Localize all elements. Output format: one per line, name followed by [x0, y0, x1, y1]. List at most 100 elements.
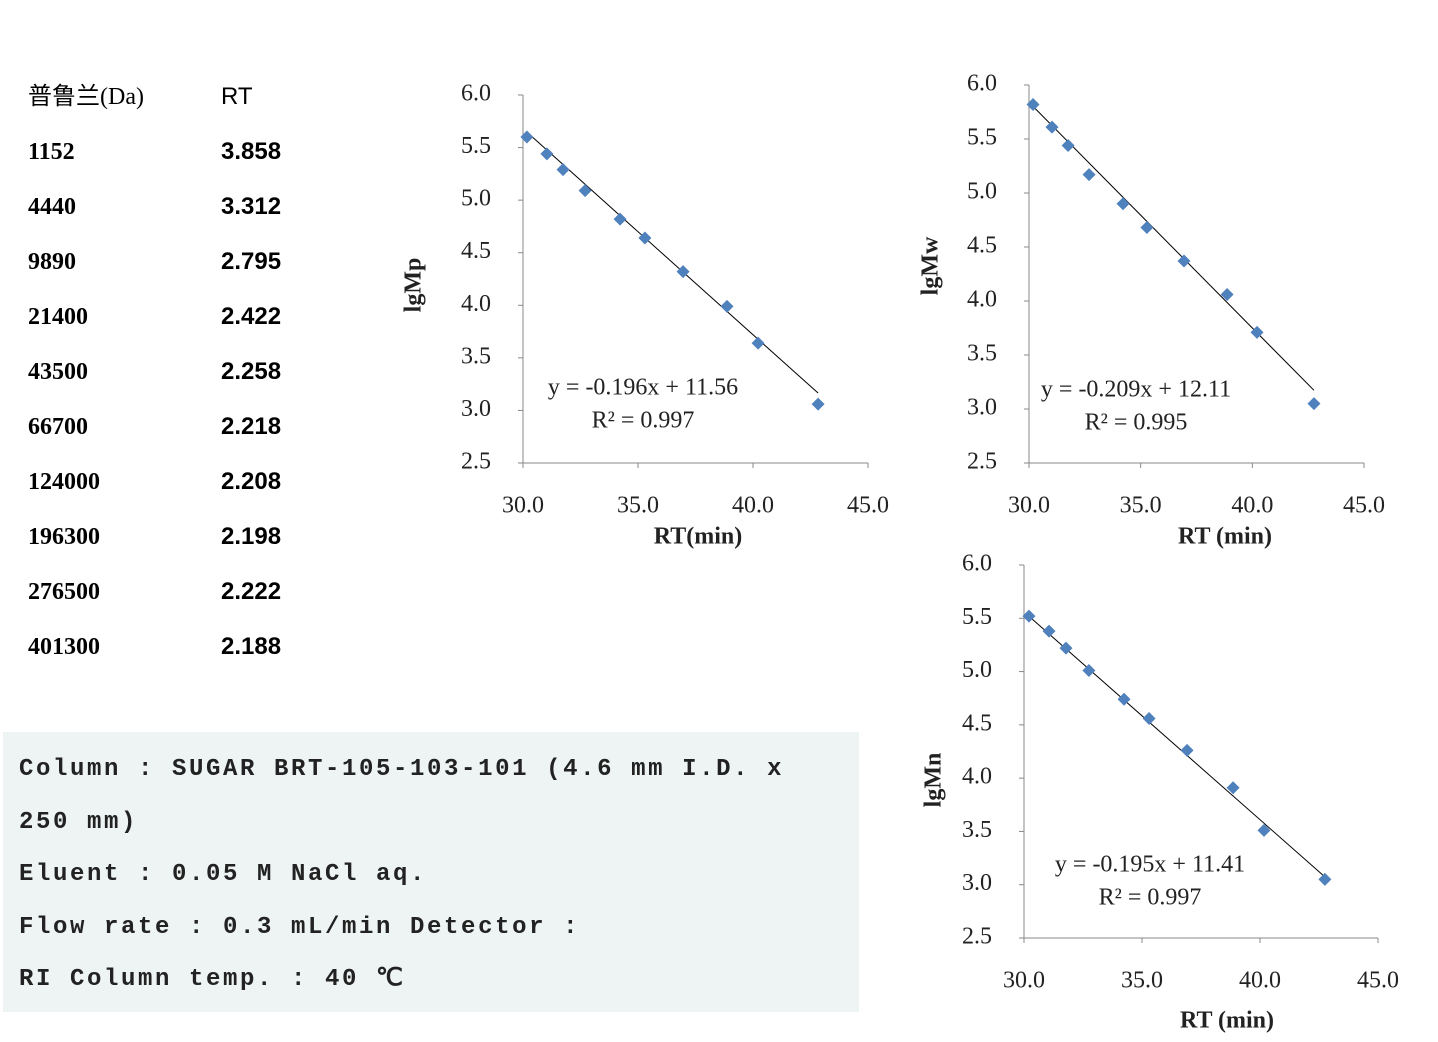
condition-line: Column : SUGAR BRT-105-103-101 (4.6 mm I…	[19, 756, 785, 836]
point	[720, 299, 734, 313]
point	[1140, 221, 1154, 235]
table-cell: 2.198	[221, 523, 282, 550]
y-tick-label: 5.5	[967, 125, 997, 151]
point	[1026, 97, 1040, 111]
point	[1022, 609, 1036, 623]
y-tick-label: 5.0	[962, 657, 992, 683]
point	[1220, 288, 1234, 302]
y-tick-label: 3.5	[461, 343, 491, 369]
x-tick-label: 40.0	[1239, 968, 1281, 994]
y-axis-label: lgMn	[921, 753, 947, 808]
table-cell: 3.312	[221, 193, 282, 220]
point	[1061, 138, 1075, 152]
y-tick-label: 4.0	[967, 287, 997, 313]
y-tick-label: 4.5	[461, 238, 491, 264]
x-tick-label: 35.0	[1120, 493, 1162, 519]
y-tick-label: 6.0	[461, 81, 491, 107]
point	[751, 336, 765, 350]
y-tick-label: 4.5	[967, 233, 997, 259]
trend-equation: y = -0.209x + 12.11	[1041, 377, 1231, 403]
y-tick-label: 3.0	[967, 395, 997, 421]
condition-line: RI Column temp. : 40 ℃	[19, 966, 406, 993]
table-cell: 2.188	[221, 633, 282, 660]
point	[638, 231, 652, 245]
table-cell: 1152	[28, 139, 75, 165]
table-cell: 2.208	[221, 468, 282, 495]
point	[556, 163, 570, 177]
x-tick-label: 40.0	[732, 493, 774, 519]
table-cell: 196300	[28, 524, 100, 550]
x-axis-label: RT (min)	[1178, 524, 1272, 550]
y-tick-label: 5.0	[967, 179, 997, 205]
trendline	[526, 131, 819, 394]
table-cell: 124000	[28, 469, 100, 495]
point	[540, 147, 554, 161]
x-tick-label: 45.0	[847, 493, 889, 519]
y-tick-label: 3.5	[962, 817, 992, 843]
table-cell: 66700	[28, 414, 88, 440]
x-axis-label: RT (min)	[1180, 1008, 1274, 1034]
x-tick-label: 45.0	[1343, 493, 1385, 519]
x-axis-label: RT(min)	[654, 524, 743, 550]
trend-equation: y = -0.195x + 11.41	[1055, 852, 1245, 878]
table-cell: 21400	[28, 304, 88, 330]
condition-line: Flow rate : 0.3 mL/min Detector :	[19, 913, 581, 941]
y-tick-label: 2.5	[962, 924, 992, 950]
point	[1116, 197, 1130, 211]
point	[1082, 168, 1096, 182]
point	[676, 265, 690, 279]
point	[1117, 692, 1131, 706]
table-cell: 2.795	[221, 248, 282, 275]
table-cell: 276500	[28, 579, 100, 605]
point	[1318, 872, 1332, 886]
point	[1042, 624, 1056, 638]
x-tick-label: 40.0	[1231, 493, 1273, 519]
point	[1250, 325, 1264, 339]
y-tick-label: 3.5	[967, 341, 997, 367]
y-tick-label: 3.0	[962, 870, 992, 896]
y-tick-label: 6.0	[962, 551, 992, 577]
x-tick-label: 30.0	[1003, 968, 1045, 994]
table-cell: 401300	[28, 634, 100, 660]
point	[1307, 397, 1321, 411]
point	[1059, 641, 1073, 655]
y-tick-label: 4.0	[962, 764, 992, 790]
point	[1177, 254, 1191, 268]
table-cell: 9890	[28, 249, 76, 275]
point	[811, 397, 825, 411]
point	[578, 184, 592, 198]
y-tick-label: 2.5	[461, 449, 491, 475]
point	[1082, 664, 1096, 678]
table-header: 普鲁兰(Da)	[28, 84, 144, 110]
trendline	[1028, 615, 1326, 878]
table-cell: 2.422	[221, 303, 282, 330]
point	[1045, 120, 1059, 134]
table-cell: 2.222	[221, 578, 282, 605]
point	[1142, 711, 1156, 725]
y-tick-label: 5.0	[461, 186, 491, 212]
y-tick-label: 6.0	[967, 71, 997, 97]
x-tick-label: 30.0	[502, 493, 544, 519]
point	[613, 212, 627, 226]
point	[1226, 781, 1240, 795]
y-tick-label: 5.5	[962, 604, 992, 630]
table-cell: 2.218	[221, 413, 282, 440]
table-header: RT	[221, 83, 253, 110]
trend-r2: R² = 0.995	[1085, 410, 1188, 436]
y-tick-label: 4.0	[461, 291, 491, 317]
table-cell: 2.258	[221, 358, 282, 385]
point	[520, 130, 534, 144]
trend-equation: y = -0.196x + 11.56	[548, 375, 738, 401]
y-tick-label: 5.5	[461, 133, 491, 159]
table-cell: 43500	[28, 359, 88, 385]
table-cell: 3.858	[221, 138, 282, 165]
y-tick-label: 2.5	[967, 449, 997, 475]
point	[1257, 823, 1271, 837]
y-axis-label: lgMp	[401, 258, 427, 313]
x-tick-label: 30.0	[1008, 493, 1050, 519]
trendline	[1032, 105, 1315, 391]
trend-r2: R² = 0.997	[1099, 885, 1202, 911]
condition-line: Eluent : 0.05 M NaCl aq.	[19, 861, 428, 888]
